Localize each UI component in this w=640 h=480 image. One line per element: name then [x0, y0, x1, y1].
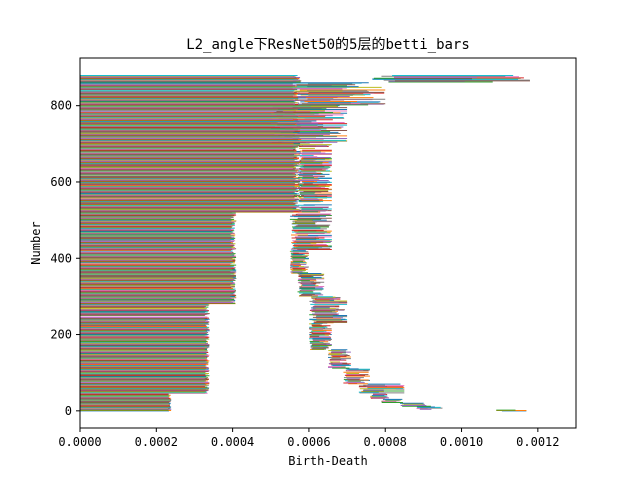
x-tick-label: 0.0012 — [516, 435, 559, 449]
y-axis: 0 200 400 600 800 — [50, 99, 80, 418]
x-tick-label: 0.0002 — [135, 435, 178, 449]
x-tick-label: 0.0008 — [364, 435, 407, 449]
x-axis-label: Birth-Death — [288, 454, 367, 468]
chart-title: L2_angle下ResNet50的5层的betti_bars — [186, 37, 470, 53]
y-tick-label: 600 — [50, 175, 72, 189]
x-tick-label: 0.0000 — [58, 435, 101, 449]
x-tick-label: 0.0010 — [440, 435, 483, 449]
y-axis-label: Number — [29, 221, 43, 264]
y-tick-label: 200 — [50, 328, 72, 342]
y-tick-label: 0 — [65, 404, 72, 418]
bars-group — [80, 75, 530, 412]
x-axis: 0.0000 0.0002 0.0004 0.0006 0.0008 0.0010 0.00… — [58, 428, 560, 449]
x-tick-label: 0.0006 — [287, 435, 330, 449]
plot-frame — [79, 57, 577, 429]
x-tick-label: 0.0004 — [211, 435, 254, 449]
y-tick-label: 400 — [50, 251, 72, 265]
y-tick-label: 800 — [50, 99, 72, 113]
